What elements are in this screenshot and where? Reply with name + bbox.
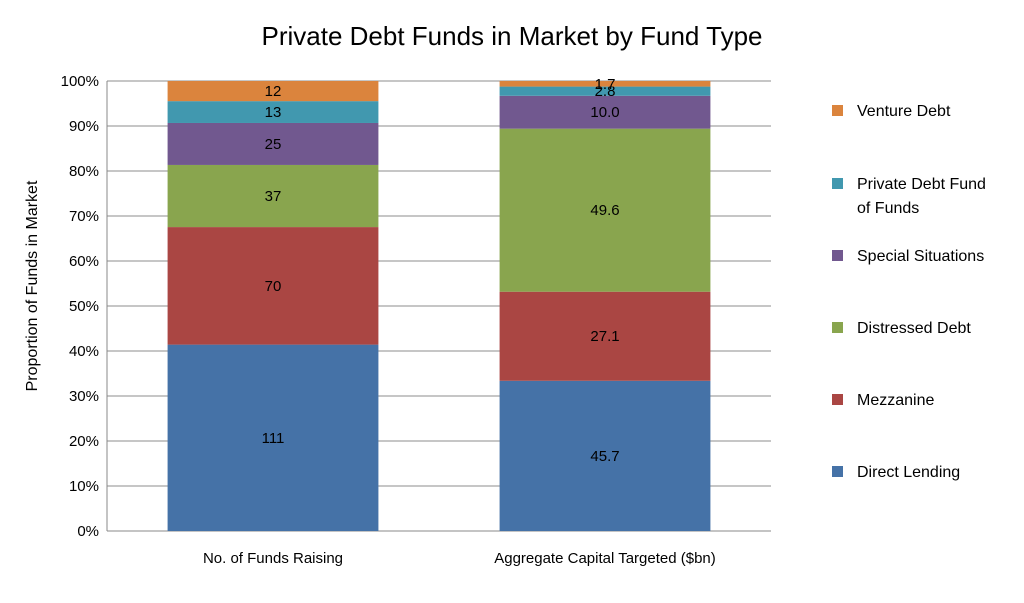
y-tick-label: 0% (77, 523, 99, 540)
legend-label-direct-lending: Direct Lending (857, 464, 960, 481)
data-label-special-situations: 10.0 (590, 104, 619, 121)
x-category-label: No. of Funds Raising (203, 550, 343, 567)
legend-swatch-distressed-debt (832, 322, 843, 333)
data-label-distressed-debt: 49.6 (590, 202, 619, 219)
data-label-private-debt-fund-of-funds: 13 (265, 104, 282, 121)
y-tick-label: 20% (69, 433, 99, 450)
legend-label-distressed-debt: Distressed Debt (857, 320, 971, 337)
y-axis-label: Proportion of Funds in Market (24, 180, 41, 391)
y-tick-label: 50% (69, 298, 99, 315)
bar-segment-venture-debt (499, 81, 711, 87)
bar-segment-venture-debt (167, 81, 379, 102)
y-tick-label: 40% (69, 343, 99, 360)
y-tick-label: 70% (69, 208, 99, 225)
data-label-venture-debt: 12 (265, 83, 282, 100)
bar-segment-direct-lending (167, 344, 379, 531)
x-category-label: Aggregate Capital Targeted ($bn) (494, 550, 716, 567)
legend-swatch-private-debt-fund-of-funds (832, 178, 843, 189)
data-label-distressed-debt: 37 (265, 188, 282, 205)
bar-segment-direct-lending (499, 380, 711, 531)
bar-segment-special-situations (167, 122, 379, 165)
x-axis-categories: No. of Funds Raising Aggregate Capital Ta… (203, 550, 716, 567)
legend-swatch-venture-debt (832, 105, 843, 116)
legend-label-mezzanine: Mezzanine (857, 392, 934, 409)
bar-segment-distressed-debt (499, 128, 711, 292)
bar-segment-private-debt-fund-of-funds (499, 86, 711, 96)
bar-segment-distressed-debt (167, 164, 379, 228)
legend-label-private-debt-fund-of-funds: Private Debt Fund of Funds (857, 176, 986, 217)
bar-segment-mezzanine (167, 227, 379, 345)
y-tick-label: 10% (69, 478, 99, 495)
bar-segment-mezzanine (499, 291, 711, 381)
legend-swatch-special-situations (832, 250, 843, 261)
y-axis-ticks: 0% 10% 20% 30% 40% 50% 60% 70% 80% 90% 100% (61, 73, 99, 540)
legend-swatch-direct-lending (832, 466, 843, 477)
legend-swatch-mezzanine (832, 394, 843, 405)
data-label-direct-lending: 45.7 (590, 448, 619, 465)
legend-label-special-situations: Special Situations (857, 248, 984, 265)
legend-label-venture-debt: Venture Debt (857, 103, 951, 120)
data-label-direct-lending: 111 (262, 430, 285, 447)
y-tick-label: 90% (69, 118, 99, 135)
legend: Venture Debt Private Debt Fund of Funds Spe… (832, 103, 986, 481)
bars: 111 70 37 25 13 12 45.7 27.1 49.6 10.0 2.81.7 (167, 76, 711, 531)
data-label-special-situations: 25 (265, 136, 282, 153)
data-label-mezzanine: 27.1 (590, 328, 619, 345)
chart-title: Private Debt Funds in Market by Fund Typ… (262, 21, 763, 51)
y-tick-label: 30% (69, 388, 99, 405)
data-label-mezzanine: 70 (265, 278, 282, 295)
data-label-venture-debt: 1.7 (595, 76, 616, 93)
bar-segment-special-situations (499, 95, 711, 129)
y-tick-label: 80% (69, 163, 99, 180)
y-tick-label: 60% (69, 253, 99, 270)
bar-segment-private-debt-fund-of-funds (167, 101, 379, 123)
y-tick-label: 100% (61, 73, 99, 90)
data-label-private-debt-fund-of-funds: 2.8 (595, 83, 616, 100)
